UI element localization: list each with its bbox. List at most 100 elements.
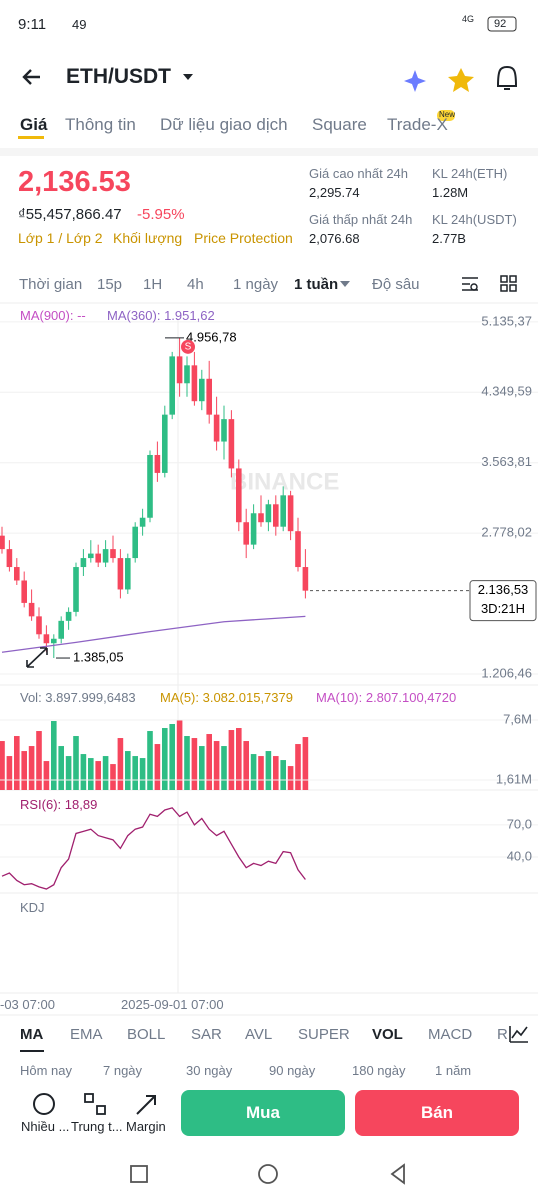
buy-button[interactable]: Mua <box>181 1090 345 1136</box>
ai-icon[interactable] <box>404 70 426 92</box>
expand-icon <box>26 647 48 668</box>
period[interactable]: 90 ngày <box>269 1063 316 1078</box>
volume-bar <box>36 731 42 790</box>
volume-ma-label: MA(10): 2.807.100,4720 <box>316 690 457 705</box>
interval[interactable]: 1 tuần <box>294 276 339 293</box>
new-badge-bg <box>437 110 455 121</box>
rsi-label: RSI(6): 18,89 <box>20 797 98 812</box>
tab[interactable]: Dữ liệu giao dịch <box>160 115 288 134</box>
tab-underline <box>20 1050 44 1052</box>
volume-bar <box>14 736 20 790</box>
tab[interactable]: Square <box>312 115 367 134</box>
indicator-tab[interactable]: BOLL <box>127 1026 166 1043</box>
period[interactable]: 1 năm <box>435 1063 472 1078</box>
interval[interactable]: 15p <box>97 276 123 293</box>
chart-icon[interactable] <box>509 1026 528 1043</box>
candle-body <box>184 365 190 384</box>
volume-bar <box>88 758 94 790</box>
period[interactable]: Hôm nay <box>20 1063 73 1078</box>
stat-label: Giá cao nhất 24h <box>309 166 409 181</box>
nav-recent[interactable] <box>130 1165 148 1183</box>
candle-body <box>287 495 294 532</box>
candle-body <box>65 611 72 621</box>
candle-body <box>221 419 227 442</box>
volume-bar <box>228 730 235 790</box>
pair-title[interactable]: ETH/USDT <box>66 65 171 88</box>
high-label: 4.956,78 <box>186 329 237 344</box>
star-icon[interactable] <box>448 68 474 92</box>
interval[interactable]: 4h <box>187 276 204 293</box>
candle-body <box>28 602 35 617</box>
volume-ma-label: MA(5): 3.082.015,7379 <box>160 690 293 705</box>
volume-bar <box>221 746 227 790</box>
settings-icon[interactable] <box>470 283 478 291</box>
candle-body <box>73 567 79 612</box>
candle-body <box>0 535 5 550</box>
volume-bar <box>21 751 27 790</box>
volume-bar <box>250 754 257 790</box>
tag[interactable]: Khối lượng <box>113 230 183 246</box>
volume-bar <box>132 756 138 790</box>
nav-home[interactable] <box>258 1164 278 1184</box>
volume-bar <box>95 761 101 790</box>
y-tick-label: 5.135,37 <box>481 313 532 328</box>
action-label[interactable]: Trung t... <box>71 1119 123 1134</box>
interval[interactable]: Thời gian <box>19 276 83 293</box>
volume-bar <box>43 761 50 790</box>
interval[interactable]: Độ sâu <box>372 276 420 293</box>
indicator-tab[interactable]: MA <box>20 1026 44 1043</box>
candle-body <box>51 638 57 644</box>
indicator-tab[interactable]: AVL <box>245 1026 273 1043</box>
interval[interactable]: 1H <box>143 276 163 293</box>
candle-body <box>139 517 146 527</box>
bell-icon[interactable] <box>496 65 518 90</box>
candle-body <box>191 365 198 402</box>
x-label: -03 07:00 <box>0 997 55 1012</box>
tab[interactable]: Trade-X <box>387 115 448 134</box>
candle-body <box>21 580 27 603</box>
sell-button[interactable]: Bán <box>355 1090 519 1136</box>
nav-back[interactable] <box>390 1163 405 1185</box>
indicator-tab[interactable]: SUPER <box>298 1026 350 1043</box>
tab[interactable]: Thông tin <box>65 115 136 134</box>
interval[interactable]: 1 ngày <box>233 276 279 293</box>
candle-body <box>154 454 161 473</box>
dropdown-icon[interactable] <box>340 281 350 287</box>
dropdown-icon[interactable] <box>183 74 193 80</box>
volume-bar <box>184 736 190 790</box>
center-icon[interactable] <box>84 1093 94 1103</box>
period[interactable]: 180 ngày <box>352 1063 406 1078</box>
volume-bar <box>287 766 294 790</box>
more-icon[interactable] <box>33 1093 55 1115</box>
candle-body <box>88 553 94 559</box>
back-icon[interactable] <box>22 69 40 85</box>
volume-bar <box>73 736 79 790</box>
volume-bar <box>65 756 72 790</box>
tag[interactable]: Lớp 1 / Lớp 2 <box>18 230 103 246</box>
volume-bar <box>117 738 124 790</box>
volume-bar <box>302 737 309 790</box>
action-label[interactable]: Nhiều ... <box>21 1119 70 1134</box>
indicator-tab[interactable]: MACD <box>428 1026 473 1043</box>
candle-body <box>132 526 138 559</box>
indicator-tab[interactable]: EMA <box>70 1026 103 1043</box>
indicator-tab[interactable]: SAR <box>191 1026 222 1043</box>
stat-value: 1.28M <box>432 185 469 200</box>
tab[interactable]: Giá <box>20 115 48 134</box>
period[interactable]: 7 ngày <box>103 1063 143 1078</box>
indicator-tab[interactable]: VOL <box>372 1026 403 1043</box>
period[interactable]: 30 ngày <box>186 1063 233 1078</box>
low-label: 1.385,05 <box>73 649 124 664</box>
stat-value: 2.77B <box>432 231 466 246</box>
tag[interactable]: Price Protection <box>194 230 293 246</box>
action-label[interactable]: Margin <box>126 1119 166 1134</box>
candle-body <box>250 513 257 545</box>
rsi-tick-label: 40,0 <box>507 848 532 863</box>
status-notifications: 49 <box>72 17 87 32</box>
indicator-tab[interactable]: R <box>497 1026 508 1043</box>
margin-icon[interactable] <box>136 1095 156 1115</box>
layout-icon[interactable] <box>500 275 517 292</box>
candle-body <box>95 553 101 563</box>
center-icon[interactable] <box>96 1105 106 1115</box>
